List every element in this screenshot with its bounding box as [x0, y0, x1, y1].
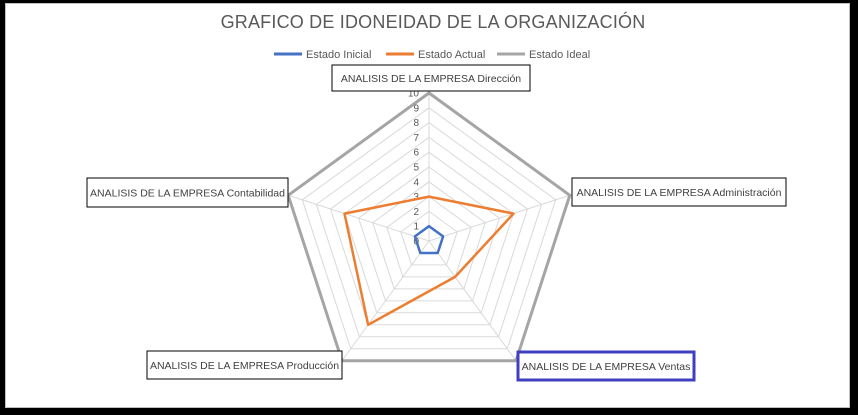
grid-ring [372, 181, 486, 290]
grid-spoke [341, 240, 430, 362]
tick-label: 6 [413, 148, 419, 159]
legend-label: Estado Inicial [306, 49, 371, 61]
grid-spoke [428, 194, 570, 242]
legend-label: Estado Ideal [529, 49, 590, 61]
grid-ring [329, 136, 529, 326]
series-line [413, 224, 445, 255]
legend-label: Estado Actual [418, 49, 485, 61]
category-label: ANALISIS DE LA EMPRESA Producción [150, 360, 339, 372]
category-label-box [571, 177, 787, 207]
category-label-box [146, 350, 343, 380]
tick-label: 7 [413, 133, 419, 144]
category-label: ANALISIS DE LA EMPRESA Ventas [522, 361, 691, 373]
tick-label: 4 [413, 177, 419, 188]
tick-label: 1 [413, 222, 419, 233]
grid-spoke [288, 194, 430, 242]
tick-label: 8 [413, 118, 419, 129]
category-label: ANALISIS DE LA EMPRESA Dirección [341, 73, 521, 85]
category-labels: ANALISIS DE LA EMPRESA Dirección ANALISIS… [86, 64, 787, 382]
series-line [286, 91, 572, 363]
series-line [343, 195, 515, 327]
grid-ring [386, 195, 472, 278]
tick-label: 5 [413, 163, 419, 174]
tick-label: 9 [413, 103, 419, 114]
grid-spoke [428, 240, 517, 362]
tick-label: 2 [413, 207, 419, 218]
grid-ring [301, 107, 557, 350]
category-label: ANALISIS DE LA EMPRESA Administración [577, 187, 782, 199]
tick-label: 3 [413, 192, 419, 203]
category-label-box [516, 350, 696, 382]
grid-ring [400, 210, 458, 266]
radar-chart: GRAFICO DE IDONEIDAD DE LA ORGANIZACIÓN … [86, 11, 787, 382]
grid-ring [343, 151, 515, 314]
category-label-box [86, 177, 289, 208]
legend: Estado Inicial Estado Actual Estado Ideal [274, 49, 590, 61]
chart-title: GRAFICO DE IDONEIDAD DE LA ORGANIZACIÓN [221, 11, 646, 32]
series-layer [286, 91, 572, 363]
grid-ring [315, 121, 543, 338]
chart-area: GRAFICO DE IDONEIDAD DE LA ORGANIZACIÓN … [5, 3, 850, 408]
tick-label: 10 [408, 89, 420, 100]
category-label-box [331, 64, 531, 92]
category-label: ANALISIS DE LA EMPRESA Contabilidad [90, 188, 285, 200]
